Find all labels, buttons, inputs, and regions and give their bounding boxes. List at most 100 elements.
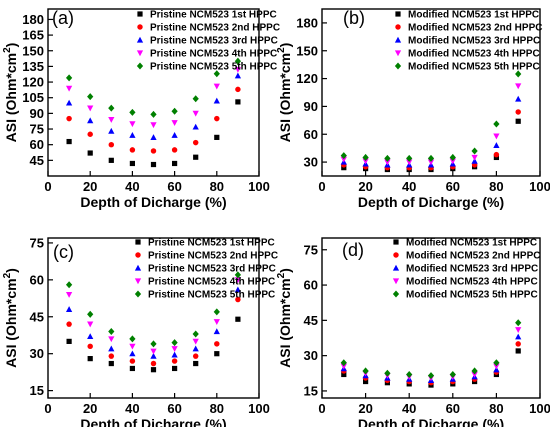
y-tick-label: 30 bbox=[304, 155, 318, 170]
x-tick-label: 0 bbox=[44, 401, 51, 416]
legend-entry: Modified NCM523 1st HPPC bbox=[406, 238, 537, 249]
x-tick-label: 60 bbox=[446, 179, 460, 194]
data-point bbox=[129, 121, 136, 128]
legend-marker bbox=[136, 50, 144, 57]
x-tick-label: 0 bbox=[318, 401, 325, 416]
y-tick-label: 15 bbox=[304, 383, 318, 398]
data-point bbox=[362, 158, 369, 165]
data-point bbox=[171, 107, 178, 115]
x-tick-label: 100 bbox=[248, 179, 270, 194]
data-point bbox=[214, 341, 220, 347]
data-point bbox=[108, 353, 115, 359]
data-series bbox=[340, 70, 522, 162]
legend-entry: Modified NCM523 3rd HPPC bbox=[406, 264, 538, 275]
data-point bbox=[171, 120, 178, 127]
data-point bbox=[214, 134, 220, 140]
y-tick-label: 45 bbox=[30, 153, 44, 168]
data-point bbox=[363, 378, 369, 385]
data-point bbox=[66, 338, 72, 344]
data-point bbox=[150, 148, 157, 154]
data-series bbox=[65, 277, 242, 355]
x-tick-label: 20 bbox=[83, 401, 97, 416]
data-point bbox=[234, 57, 242, 65]
legend-marker bbox=[134, 264, 142, 271]
legend-entry: Pristine NCM523 3rd HPPC bbox=[148, 264, 276, 275]
legend-marker bbox=[137, 24, 143, 30]
data-point bbox=[66, 115, 72, 122]
data-point bbox=[406, 159, 413, 166]
data-point bbox=[150, 122, 157, 129]
data-point bbox=[65, 281, 73, 289]
data-point bbox=[108, 127, 115, 134]
data-point bbox=[214, 351, 220, 357]
data-point bbox=[192, 123, 199, 130]
data-point bbox=[129, 147, 136, 153]
chart-panel: 0 20 40 60 80 100 15 30 45 60 75 Depth of Dicharge … bbox=[276, 237, 550, 427]
legend-marker bbox=[136, 36, 144, 43]
data-series bbox=[66, 99, 241, 168]
data-point bbox=[493, 363, 500, 370]
legend-entry: Pristine NCM523 1st HPPC bbox=[148, 238, 275, 249]
data-point bbox=[150, 348, 157, 355]
data-point bbox=[515, 319, 522, 327]
data-point bbox=[493, 154, 499, 161]
data-point bbox=[213, 319, 220, 325]
data-point bbox=[515, 95, 522, 102]
legend-entry: Pristine NCM523 2nd HPPC bbox=[148, 251, 278, 262]
data-point bbox=[192, 353, 199, 359]
data-point bbox=[515, 327, 522, 334]
data-point bbox=[108, 336, 115, 343]
y-tick-label: 30 bbox=[30, 346, 44, 361]
data-point bbox=[515, 341, 521, 347]
y-tick-label: 135 bbox=[22, 59, 44, 74]
data-point bbox=[108, 141, 115, 148]
y-tick-label: 60 bbox=[30, 137, 44, 152]
data-point bbox=[515, 70, 522, 78]
data-series bbox=[66, 86, 241, 154]
y-tick-label: 165 bbox=[22, 28, 44, 43]
legend-marker bbox=[135, 239, 141, 245]
y-tick-label: 90 bbox=[30, 106, 44, 121]
legend-entry: Modified NCM523 1st HPPC bbox=[408, 10, 539, 21]
y-tick-label: 105 bbox=[22, 90, 44, 105]
data-point bbox=[108, 157, 114, 163]
panel-label: (c) bbox=[53, 242, 74, 262]
legend-entry: Pristine NCM523 3rd HPPC bbox=[150, 36, 278, 47]
x-tick-label: 100 bbox=[529, 401, 550, 416]
data-point bbox=[234, 72, 242, 79]
data-point bbox=[87, 117, 94, 124]
data-point bbox=[515, 118, 521, 124]
data-series bbox=[65, 72, 242, 140]
data-point bbox=[172, 160, 178, 167]
legend-entry: Pristine NCM523 5th HPPC bbox=[150, 62, 277, 73]
y-tick-label: 180 bbox=[22, 12, 44, 27]
x-tick-label: 40 bbox=[402, 401, 416, 416]
data-point bbox=[66, 138, 72, 145]
x-tick-label: 60 bbox=[167, 401, 181, 416]
x-axis-label: Depth of Dicharge (%) bbox=[358, 416, 504, 427]
data-point bbox=[87, 343, 93, 350]
data-point bbox=[449, 153, 456, 161]
data-point bbox=[129, 365, 135, 372]
data-point bbox=[171, 358, 178, 364]
x-tick-label: 20 bbox=[83, 179, 97, 194]
y-tick-label: 15 bbox=[30, 383, 44, 398]
data-point bbox=[150, 110, 157, 118]
data-point bbox=[341, 371, 347, 378]
data-point bbox=[384, 159, 391, 166]
legend-entry: Modified NCM523 5th HPPC bbox=[406, 290, 538, 301]
data-point bbox=[171, 147, 178, 153]
y-axis-label: ASI (Ohm*cm2) bbox=[276, 43, 293, 143]
data-point bbox=[192, 95, 199, 103]
data-point bbox=[406, 154, 413, 162]
data-point bbox=[65, 74, 73, 82]
data-point bbox=[384, 154, 391, 162]
x-tick-label: 20 bbox=[358, 179, 372, 194]
data-point bbox=[493, 142, 500, 148]
data-point bbox=[87, 105, 94, 112]
y-tick-label: 75 bbox=[30, 122, 44, 137]
x-tick-label: 40 bbox=[125, 179, 139, 194]
data-point bbox=[340, 152, 347, 160]
x-tick-label: 40 bbox=[125, 401, 139, 416]
chart-panel: 0 20 40 60 80 100 15 30 45 60 75 Depth of Dicharge … bbox=[2, 235, 278, 427]
